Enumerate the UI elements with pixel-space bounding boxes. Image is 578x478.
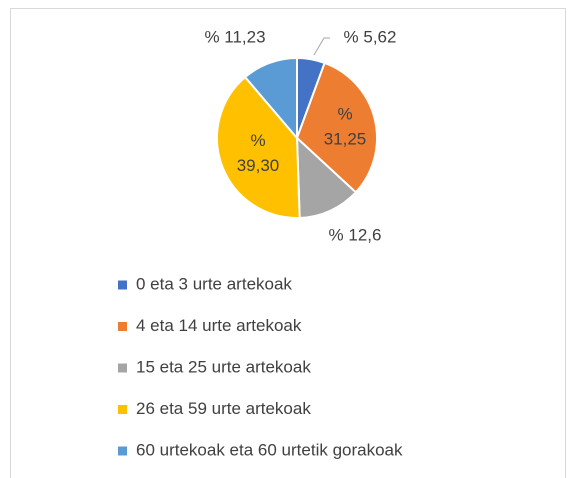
pie-slice [216, 75, 301, 219]
legend-label: 15 eta 25 urte artekoak [136, 357, 311, 376]
data-label: % 11,23 [204, 27, 265, 46]
legend-marker [118, 322, 127, 331]
data-label: % 31,25 [324, 105, 367, 149]
legend-label: 26 eta 59 urte artekoak [136, 399, 311, 418]
data-label: % 5,62 [344, 27, 397, 46]
legend-label: 0 eta 3 urte artekoak [136, 274, 292, 293]
legend-marker [118, 363, 127, 373]
pie-slice [243, 56, 298, 141]
legend-label: 4 eta 14 urte artekoak [136, 316, 302, 335]
chart-frame [10, 8, 566, 478]
legend-marker [118, 405, 127, 414]
pie-slice [295, 135, 358, 219]
leader-line [313, 37, 330, 56]
legend-label: 60 urtekoak eta 60 urtetik gorakoak [136, 440, 403, 459]
pie-slice [295, 61, 378, 194]
data-label: % 12,6 [329, 225, 382, 244]
legend-marker [118, 446, 127, 456]
data-label: % 39,30 [237, 131, 280, 175]
legend-marker [118, 280, 127, 290]
